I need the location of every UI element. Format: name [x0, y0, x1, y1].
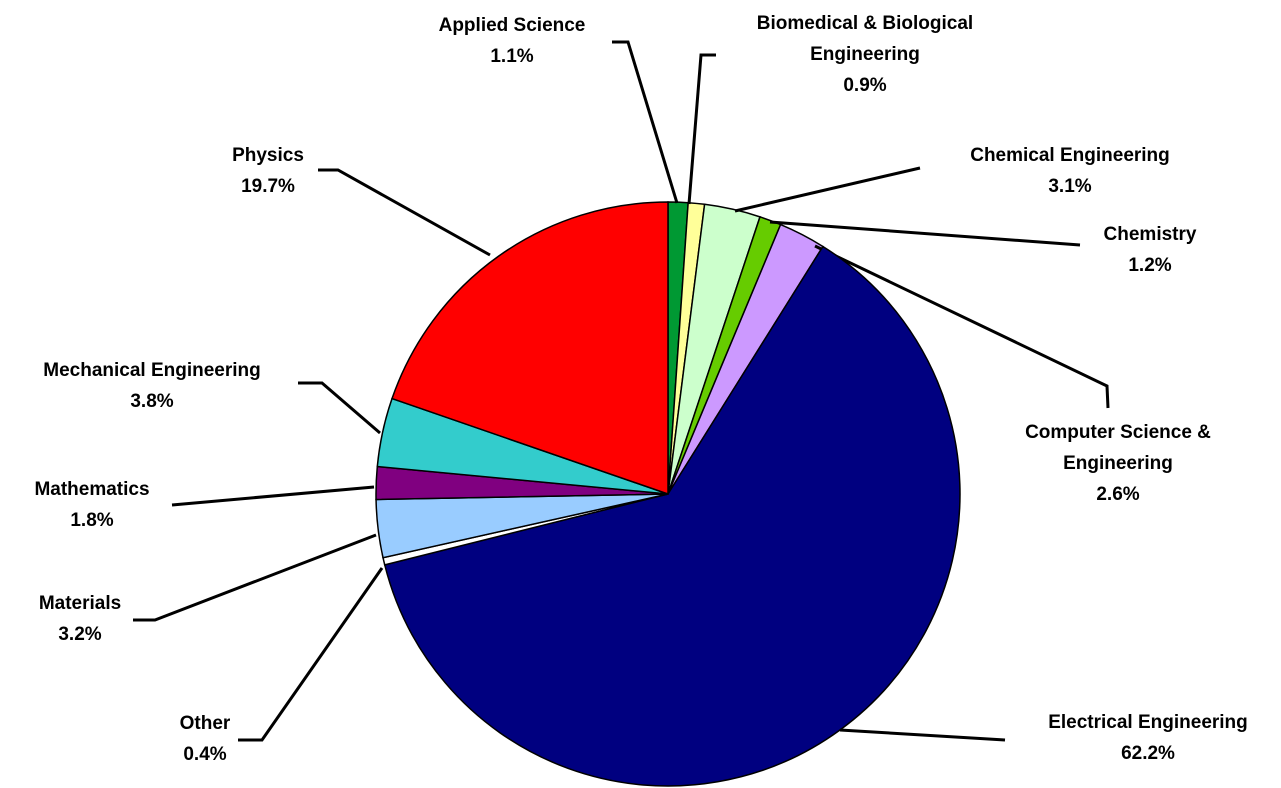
category-label: Chemistry — [1103, 224, 1197, 245]
slice-label: Electrical Engineering 62.2% — [998, 707, 1281, 769]
leader-line — [133, 533, 377, 622]
leader-line — [238, 567, 384, 742]
leader-line — [687, 53, 716, 205]
value-label: 3.2% — [58, 624, 102, 645]
value-label: 1.1% — [490, 46, 534, 67]
category-label: Physics — [232, 145, 304, 166]
category-label: Mechanical Engineering — [43, 360, 261, 381]
slice-label: Physics 19.7% — [193, 140, 343, 202]
category-label: Computer Science & Engineering — [1025, 422, 1211, 474]
slice-label: Other 0.4% — [145, 708, 265, 770]
slice-label: Biomedical & Biological Engineering 0.9% — [730, 8, 1000, 101]
value-label: 0.4% — [183, 744, 227, 765]
category-label: Materials — [38, 593, 122, 614]
slice-label: Materials 3.2% — [5, 588, 155, 650]
category-label: Other — [179, 713, 231, 734]
value-label: 1.8% — [70, 510, 114, 531]
category-label: Applied Science — [438, 15, 586, 36]
value-label: 1.2% — [1128, 255, 1172, 276]
category-label: Electrical Engineering — [1048, 712, 1248, 733]
slice-label: Chemistry 1.2% — [1050, 219, 1250, 281]
slice-label: Applied Science 1.1% — [382, 10, 642, 72]
slice-label: Mathematics 1.8% — [0, 474, 187, 536]
category-label: Mathematics — [34, 479, 150, 500]
category-label: Chemical Engineering — [970, 145, 1170, 166]
slice-label: Chemical Engineering 3.1% — [920, 140, 1220, 202]
value-label: 3.8% — [130, 391, 174, 412]
slice-label: Computer Science & Engineering 2.6% — [993, 417, 1243, 510]
value-label: 3.1% — [1048, 176, 1092, 197]
pie-slice — [391, 201, 669, 496]
value-label: 62.2% — [1121, 743, 1175, 764]
leader-line — [734, 166, 921, 213]
pie-slice — [383, 245, 961, 787]
value-label: 19.7% — [241, 176, 295, 197]
leader-line — [298, 381, 381, 435]
leader-line — [839, 728, 1006, 742]
value-label: 2.6% — [1096, 484, 1140, 505]
leader-line — [814, 244, 1110, 409]
leader-line — [612, 40, 679, 204]
category-label: Biomedical & Biological Engineering — [756, 13, 974, 65]
value-label: 0.9% — [843, 75, 887, 96]
slice-label: Mechanical Engineering 3.8% — [2, 355, 302, 417]
leader-line — [769, 220, 1081, 247]
leader-line — [171, 485, 375, 507]
leader-line — [318, 168, 491, 257]
